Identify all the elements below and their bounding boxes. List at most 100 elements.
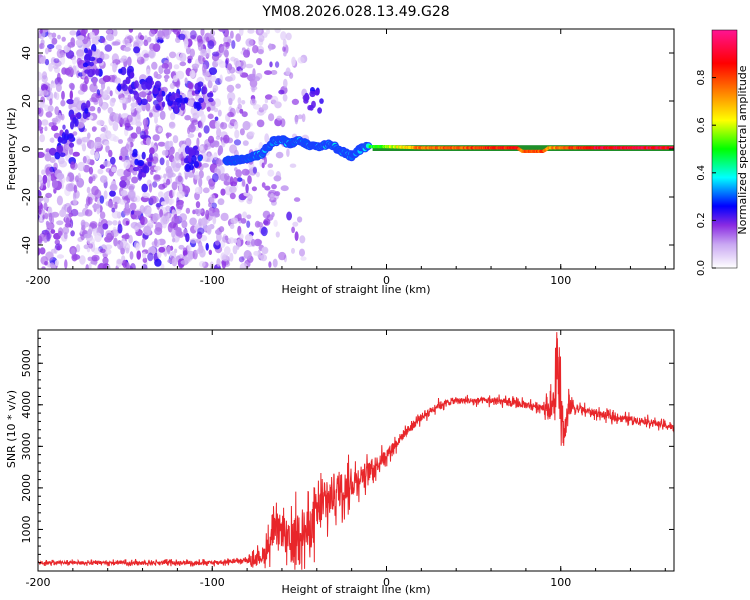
noise-blob xyxy=(130,251,134,260)
noise-blob xyxy=(239,27,244,36)
noise-blob xyxy=(275,61,279,68)
noise-blob xyxy=(50,262,55,267)
noise-blob xyxy=(283,79,288,88)
noise-blob xyxy=(130,263,136,272)
noise-blob xyxy=(112,220,117,225)
noise-blob xyxy=(172,209,176,215)
noise-blob xyxy=(188,100,195,107)
noise-blob xyxy=(158,191,164,197)
noise-blob xyxy=(70,121,74,130)
noise-blob xyxy=(187,244,191,251)
noise-blob xyxy=(158,127,162,132)
noise-blob xyxy=(100,249,106,253)
noise-blob xyxy=(43,175,48,184)
noise-blob xyxy=(201,49,207,56)
y-tick-label: -20 xyxy=(20,188,33,206)
noise-blob xyxy=(127,115,133,123)
noise-blob xyxy=(130,203,137,211)
noise-blob xyxy=(252,45,259,53)
noise-blob xyxy=(149,196,157,205)
noise-blob xyxy=(48,105,54,112)
colorbar: 0.00.20.40.60.8 Normalized spectral ampl… xyxy=(696,30,749,276)
noise-blob xyxy=(162,150,167,156)
noise-blob xyxy=(234,121,238,129)
noise-blob xyxy=(178,176,183,182)
noise-blob xyxy=(87,132,91,138)
y-tick-label: 1000 xyxy=(20,515,33,543)
noise-blob xyxy=(194,175,200,180)
noise-blob xyxy=(134,210,141,215)
noise-blob xyxy=(243,121,251,130)
figure: YM08.2026.028.13.49.G28 -200 -100 0 100 -40… xyxy=(0,0,750,600)
noise-blob xyxy=(149,183,152,192)
colorbar-tick-label: 0.4 xyxy=(696,165,707,181)
noise-blob xyxy=(196,201,200,208)
noise-blob xyxy=(149,147,155,154)
noise-blob xyxy=(53,163,58,171)
y-tick-label: 3000 xyxy=(20,432,33,460)
noise-blob xyxy=(216,158,221,167)
noise-blob xyxy=(280,31,286,40)
noise-blob xyxy=(128,190,136,199)
noise-blob xyxy=(169,95,175,101)
noise-blob xyxy=(172,181,178,190)
noise-blob xyxy=(202,64,207,73)
noise-blob xyxy=(298,57,305,64)
noise-blob xyxy=(90,149,95,155)
noise-blob xyxy=(62,37,66,42)
noise-blob xyxy=(158,142,165,147)
noise-blob xyxy=(273,220,277,227)
noise-blob xyxy=(229,253,233,262)
noise-blob xyxy=(133,46,140,53)
noise-blob xyxy=(267,170,274,177)
noise-blob xyxy=(245,38,253,47)
noise-blob xyxy=(95,142,102,148)
noise-blob xyxy=(106,34,114,41)
noise-blob xyxy=(96,58,102,64)
noise-blob xyxy=(176,201,184,209)
noise-blob xyxy=(297,216,302,222)
noise-blob xyxy=(75,113,80,118)
noise-blob xyxy=(102,54,110,60)
noise-blob xyxy=(219,61,226,68)
noise-blob xyxy=(207,92,213,98)
noise-blob xyxy=(250,99,257,106)
noise-blob xyxy=(188,147,195,154)
noise-blob xyxy=(40,57,46,64)
noise-blob xyxy=(134,92,139,101)
noise-blob xyxy=(108,150,112,158)
noise-blob xyxy=(271,212,274,217)
noise-blob xyxy=(147,220,154,225)
noise-blob xyxy=(73,152,80,157)
noise-blob xyxy=(95,69,100,76)
noise-blob xyxy=(226,42,230,49)
noise-blob xyxy=(237,104,242,110)
noise-blob xyxy=(83,63,88,68)
noise-blob xyxy=(276,152,284,159)
noise-blob xyxy=(214,108,218,113)
noise-blob xyxy=(224,246,231,255)
noise-blob xyxy=(197,228,204,235)
noise-blob xyxy=(134,80,139,88)
noise-blob xyxy=(114,202,117,210)
noise-blob xyxy=(51,249,56,254)
noise-blob xyxy=(190,49,195,58)
noise-blob xyxy=(138,160,145,166)
noise-blob xyxy=(142,152,146,160)
noise-blob xyxy=(94,233,102,243)
noise-blob xyxy=(50,138,54,143)
noise-blob xyxy=(283,39,287,48)
noise-blob xyxy=(166,168,174,178)
x-tick-label: 100 xyxy=(550,576,571,589)
noise-blob xyxy=(77,162,85,171)
noise-blob xyxy=(143,118,148,127)
noise-blob xyxy=(260,254,267,261)
noise-blob xyxy=(175,227,182,236)
noise-blob xyxy=(49,84,56,89)
noise-blob xyxy=(191,155,196,163)
noise-blob xyxy=(84,108,88,114)
noise-blob xyxy=(185,138,191,147)
noise-blob xyxy=(261,227,268,236)
noise-blob xyxy=(276,171,281,180)
noise-blob xyxy=(113,122,119,132)
